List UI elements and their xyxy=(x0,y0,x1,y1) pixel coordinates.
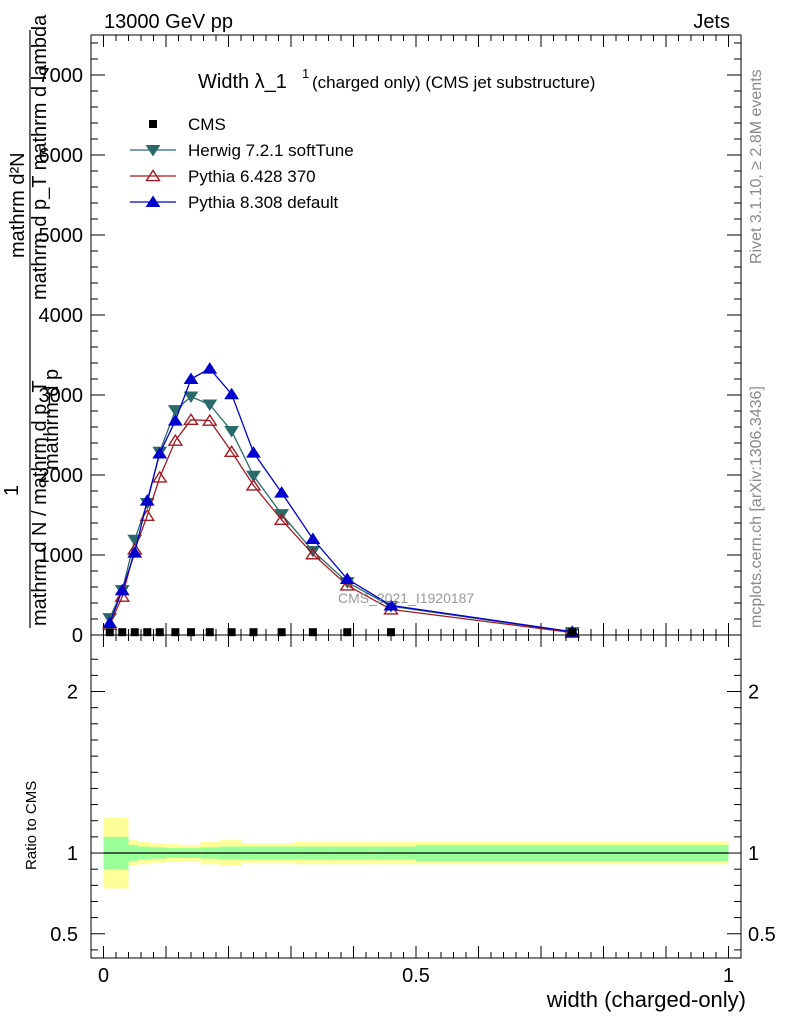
series-point xyxy=(127,546,143,558)
series-point xyxy=(245,478,262,491)
main-y-tick-label: 4000 xyxy=(39,305,84,327)
cms-data-point xyxy=(227,628,236,637)
main-y-tick-label: 1000 xyxy=(39,545,84,567)
x-tick-label: 0 xyxy=(98,965,109,987)
watermark: CMS_2021_I1920187 xyxy=(338,590,474,606)
y-axis-numerator: mathrm d²N xyxy=(7,152,29,258)
series-point xyxy=(183,372,199,385)
series-line xyxy=(109,419,573,634)
ratio-y-tick-label: 2 xyxy=(67,682,78,704)
series-point xyxy=(305,532,321,545)
series-point xyxy=(151,470,168,483)
series-point xyxy=(223,444,240,458)
legend-marker xyxy=(145,169,161,182)
category-label: Jets xyxy=(693,11,730,33)
cms-data-point xyxy=(105,628,114,637)
legend-label: Herwig 7.2.1 softTune xyxy=(188,141,354,160)
main-y-tick-label: 3000 xyxy=(39,385,84,407)
ratio-y-label: Ratio to CMS xyxy=(23,781,40,870)
series-point xyxy=(114,589,131,602)
y-axis-one: 1 xyxy=(1,485,23,496)
legend-label: Pythia 6.428 370 xyxy=(188,167,316,186)
series-point xyxy=(152,446,168,459)
cms-data-point xyxy=(187,628,195,637)
legend-marker xyxy=(149,120,157,128)
ratio-y-tick-label-right: 2 xyxy=(748,682,759,704)
y-axis-numerator-2: mathrm d p_T mathrm d lambda xyxy=(29,14,51,300)
cms-data-point xyxy=(155,628,164,637)
ratio-y-tick-label: 0.5 xyxy=(50,924,78,946)
series-point xyxy=(167,414,183,426)
y-axis-denominator: mathrm d N / mathrm d p_T xyxy=(29,380,51,626)
plot-title: Width λ_1 xyxy=(198,71,287,93)
series-point xyxy=(202,362,218,374)
series-point xyxy=(183,391,199,404)
main-y-tick-label: 7000 xyxy=(39,65,84,87)
legend-marker xyxy=(145,144,161,157)
ratio-y-tick-label-right: 0.5 xyxy=(748,924,776,946)
ratio-plot-frame xyxy=(90,634,742,959)
series-point xyxy=(201,413,218,426)
main-plot: 1000 2000 3000 4000 5000 6000 7000 0 xyxy=(39,34,742,647)
ratio-plot: 0 0.5 1 0.5 0.5 1 1 2 2 xyxy=(50,634,776,987)
y-axis-label-tail: mathrm d p xyxy=(41,369,63,470)
legend-label: CMS xyxy=(188,115,226,134)
energy-label: 13000 GeV pp xyxy=(104,11,233,33)
main-y-tick-label: 6000 xyxy=(39,145,84,167)
cms-data-point xyxy=(343,628,352,637)
cms-data-point xyxy=(568,628,577,637)
series-point xyxy=(339,572,355,585)
series-point xyxy=(114,583,130,596)
series-point xyxy=(183,412,199,426)
main-y-tick-label: 2000 xyxy=(39,465,84,487)
cms-data-point xyxy=(143,628,152,637)
series-point xyxy=(383,598,399,611)
series-point xyxy=(202,399,218,412)
x-tick-label: 0.5 xyxy=(402,965,430,987)
series-point xyxy=(167,433,184,446)
series-point xyxy=(139,494,155,506)
series-point xyxy=(274,486,290,498)
y-axis-label: mathrm d²N mathrm d p_T mathrm d lambda … xyxy=(1,14,63,628)
series-point xyxy=(246,470,261,483)
cms-data-point xyxy=(171,628,180,637)
series-point xyxy=(339,578,356,591)
mcplots-label: mcplots.cern.ch [arXiv:1306.3436] xyxy=(748,386,765,628)
series-point xyxy=(273,512,290,526)
x-tick-label: 1 xyxy=(723,965,734,987)
main-y-tick-label: 0 xyxy=(72,625,83,647)
plot-title-superscript: 1 xyxy=(302,66,309,81)
cms-data-point xyxy=(277,628,286,637)
cms-data-point xyxy=(249,628,258,637)
legend: CMS Herwig 7.2.1 softTune Pythia 6.428 370… xyxy=(130,115,354,212)
cms-data-point xyxy=(118,628,127,637)
legend-marker xyxy=(145,195,161,208)
series-point xyxy=(305,547,321,560)
legend-label: Pythia 8.308 default xyxy=(188,193,339,212)
series-point xyxy=(102,616,118,629)
cms-data-point xyxy=(130,628,139,637)
main-y-tick-label: 5000 xyxy=(39,225,84,247)
ratio-y-tick-label-right: 1 xyxy=(748,843,759,865)
rivet-label: Rivet 3.1.10, ≥ 2.8M events xyxy=(748,69,765,264)
plot-title-subtitle: (charged only) (CMS jet substructure) xyxy=(312,73,595,92)
cms-data-point xyxy=(387,628,395,637)
x-axis-label: width (charged-only) xyxy=(546,987,746,1012)
series-point xyxy=(224,425,240,438)
cms-data-point xyxy=(308,628,317,637)
cms-data-point xyxy=(205,628,214,637)
ratio-y-tick-label: 1 xyxy=(67,843,78,865)
series-point xyxy=(224,387,240,400)
series-point xyxy=(246,446,261,458)
